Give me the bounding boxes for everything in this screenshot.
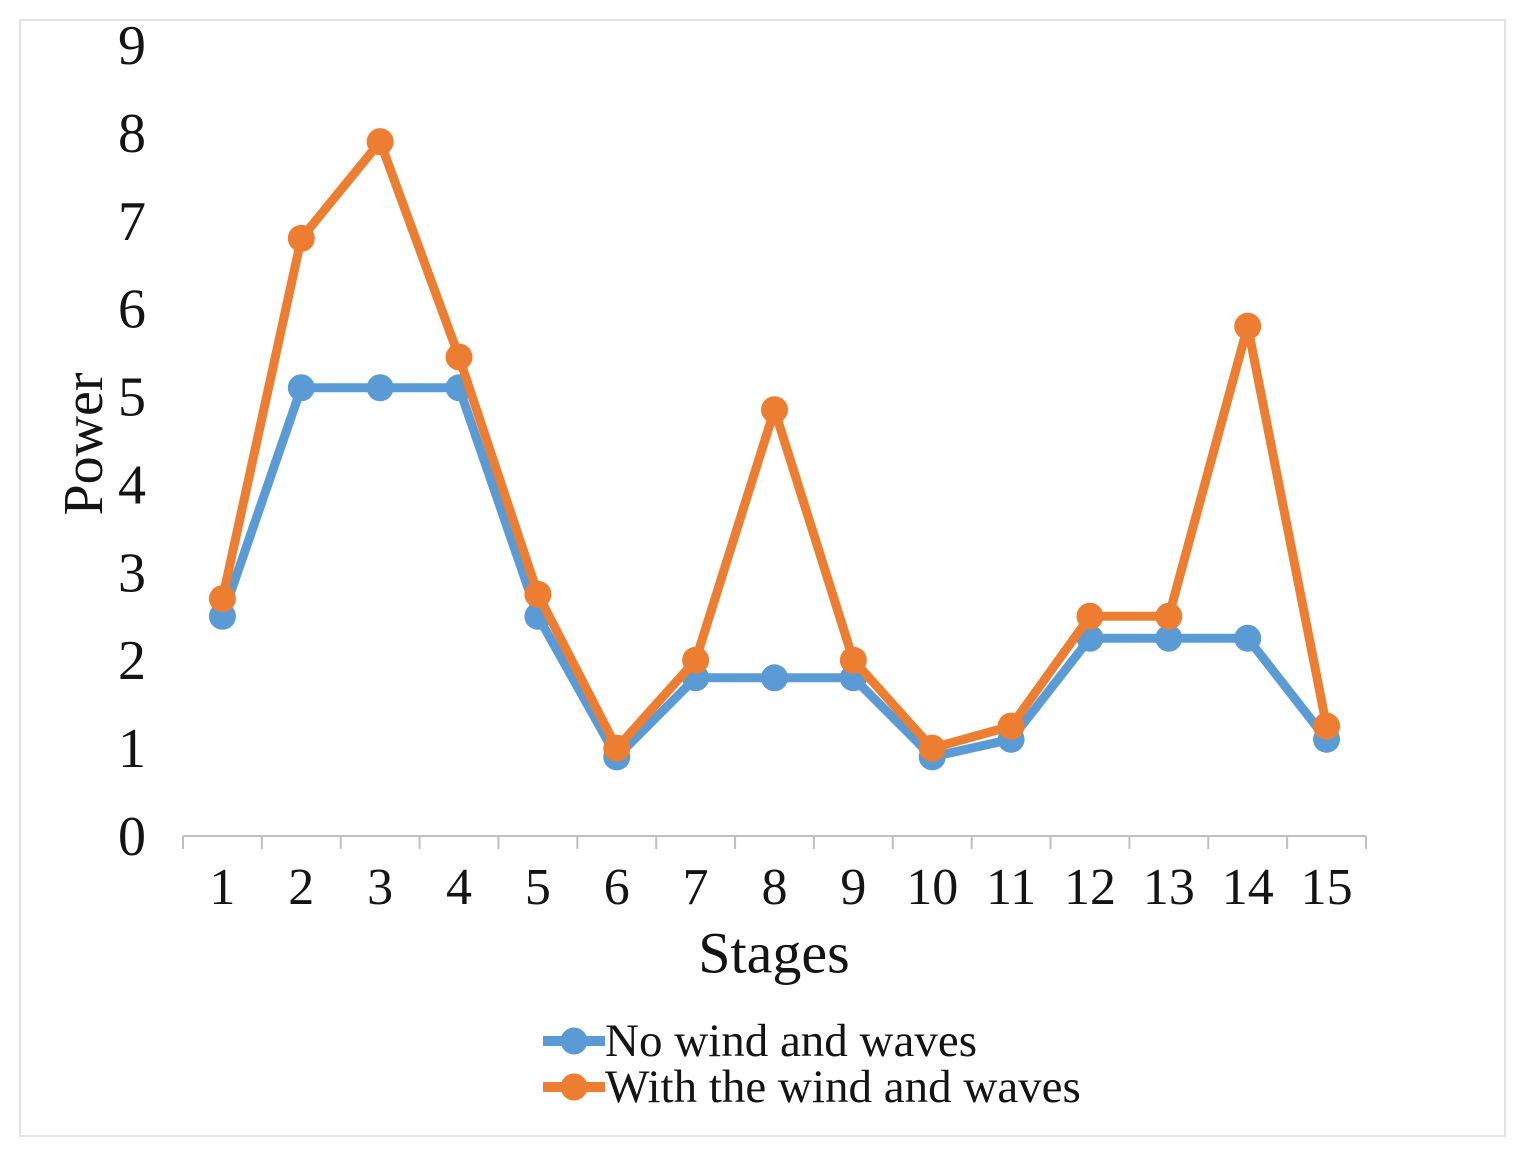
y-tick-label: 3 xyxy=(118,542,146,604)
x-tick-label: 15 xyxy=(1301,859,1353,916)
data-point xyxy=(918,734,946,762)
legend-marker-line-dot-icon xyxy=(543,1027,605,1055)
x-tick-label: 5 xyxy=(525,859,551,916)
data-point xyxy=(839,646,867,674)
x-tick-label: 3 xyxy=(367,859,393,916)
y-axis-title: Power xyxy=(53,372,115,516)
data-point xyxy=(761,396,788,424)
x-tick-label: 4 xyxy=(446,859,472,916)
data-point xyxy=(208,585,236,613)
legend-item-no-wind: No wind and waves xyxy=(543,1015,1081,1067)
data-point xyxy=(1234,624,1262,652)
x-tick-label: 11 xyxy=(986,859,1036,916)
y-tick-label: 2 xyxy=(118,630,146,692)
legend-label: No wind and waves xyxy=(605,1015,978,1067)
data-point xyxy=(997,712,1025,740)
data-point xyxy=(603,734,631,762)
series-line xyxy=(217,383,1332,762)
x-tick-label: 9 xyxy=(840,859,866,916)
data-point xyxy=(1234,312,1262,340)
y-tick-label: 1 xyxy=(118,718,146,780)
x-tick-label: 6 xyxy=(604,859,630,916)
legend-marker-line-dot-icon xyxy=(543,1073,605,1101)
y-tick-label: 0 xyxy=(118,806,146,868)
data-point xyxy=(366,128,394,156)
x-axis-title: Stages xyxy=(698,920,850,986)
y-tick-label: 6 xyxy=(118,279,146,341)
data-point xyxy=(287,374,315,402)
y-tick-label: 7 xyxy=(118,191,146,253)
data-point xyxy=(1155,602,1183,630)
y-tick-label: 9 xyxy=(118,15,146,77)
x-tick-label: 1 xyxy=(209,859,235,916)
y-tick-label: 5 xyxy=(118,367,146,429)
data-point xyxy=(1155,624,1183,652)
y-tick-label: 4 xyxy=(118,454,146,516)
data-point xyxy=(366,374,394,402)
data-point xyxy=(445,343,473,371)
legend-item-with-wind: With the wind and waves xyxy=(543,1061,1081,1113)
x-tick-label: 8 xyxy=(762,859,788,916)
data-point xyxy=(1076,602,1104,630)
y-tick-label: 8 xyxy=(118,103,146,165)
x-tick-label: 13 xyxy=(1143,859,1195,916)
data-point xyxy=(682,646,710,674)
x-tick-label: 10 xyxy=(906,859,958,916)
data-point xyxy=(1313,712,1341,740)
x-tick-label: 2 xyxy=(288,859,314,916)
x-tick-label: 12 xyxy=(1064,859,1116,916)
data-point xyxy=(287,224,315,252)
x-tick-label: 14 xyxy=(1222,859,1274,916)
data-point xyxy=(761,664,788,692)
legend: No wind and waves With the wind and wave… xyxy=(543,1015,1081,1113)
series-line xyxy=(217,137,1332,753)
legend-label: With the wind and waves xyxy=(605,1061,1081,1113)
data-point xyxy=(524,580,552,608)
x-tick-label: 7 xyxy=(683,859,709,916)
